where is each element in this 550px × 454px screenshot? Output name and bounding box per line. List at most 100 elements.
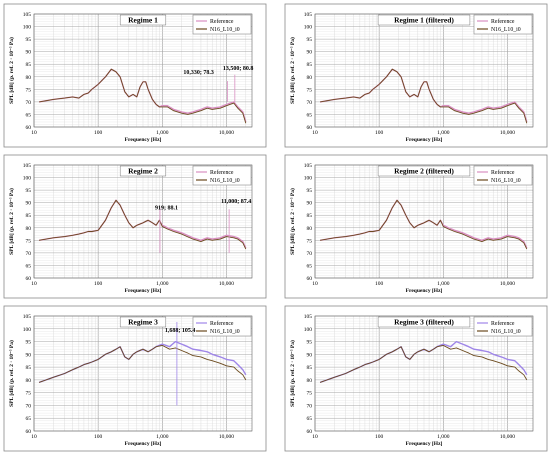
legend-box	[473, 165, 533, 186]
chart-title: Regime 2	[128, 167, 158, 176]
grid	[33, 315, 252, 432]
legend: Reference N16_L10_i0	[473, 14, 533, 35]
y-tick-label: 95	[307, 340, 313, 346]
legend-label: Reference	[491, 18, 515, 25]
x-tick-label: 100	[94, 434, 103, 440]
y-tick-label: 60	[307, 125, 313, 131]
series-line-n16-l10-i0	[39, 68, 247, 124]
series-line-n16-l10-i0	[39, 199, 247, 250]
grid	[33, 13, 252, 128]
y-tick-label: 70	[26, 251, 32, 257]
legend-box	[473, 316, 533, 337]
y-tick-label: 60	[307, 429, 313, 435]
chart-title-box	[119, 316, 167, 328]
x-axis-label: Frequency [Hz]	[125, 137, 162, 143]
y-tick-label: 100	[304, 327, 313, 333]
y-tick-label: 65	[26, 416, 32, 422]
chart-title: Regime 1 (filtered)	[394, 16, 454, 25]
series-line-n16-l10-i0	[38, 344, 247, 383]
y-tick-label: 80	[307, 226, 313, 232]
y-tick-label: 100	[23, 25, 32, 31]
plot-frame	[33, 315, 253, 432]
legend-label: Reference	[210, 320, 234, 327]
legend-label: N16_L10_i0	[491, 329, 521, 335]
x-tick-label: 1,000	[437, 130, 450, 136]
legend-label: Reference	[491, 320, 515, 327]
x-tick-label: 10,000	[500, 281, 515, 287]
y-tick-label: 85	[307, 213, 313, 219]
y-tick-label: 65	[307, 416, 313, 422]
y-tick-label: 95	[307, 37, 313, 43]
chart-title-box	[119, 14, 167, 26]
y-tick-label: 105	[304, 163, 313, 169]
x-tick-label: 1,000	[437, 281, 450, 287]
x-axis-label: Frequency [Hz]	[406, 441, 443, 447]
legend-label: Reference	[210, 18, 234, 25]
x-tick-label: 100	[94, 130, 103, 136]
chart-panel-6: 60 65 70 75 80 85 90 95 100 105 10 100 1,000 10,000 Fr…	[284, 305, 548, 452]
x-tick-label: 100	[375, 434, 384, 440]
chart-title-box	[377, 165, 471, 177]
series-line-n16-l10-i0	[320, 68, 528, 124]
chart-title: Regime 3 (filtered)	[394, 318, 454, 327]
y-tick-label: 105	[23, 314, 32, 320]
y-tick-label: 75	[26, 391, 32, 397]
y-tick-label: 90	[26, 352, 32, 358]
x-axis-label: Frequency [Hz]	[406, 288, 443, 294]
legend-box	[192, 165, 252, 186]
y-tick-label: 75	[307, 391, 313, 397]
legend-label: Reference	[210, 169, 234, 176]
y-axis-label: SPL [dB] (p. ref. 2 · 10⁻⁵ Pa)	[8, 188, 15, 255]
chart-title: Regime 1	[128, 16, 158, 25]
y-tick-label: 95	[26, 188, 32, 194]
chart-panel-4: 60 65 70 75 80 85 90 95 100 105 10 100 1,000 10,000 Fr…	[284, 154, 548, 299]
y-tick-label: 65	[307, 263, 313, 269]
y-tick-label: 65	[26, 263, 32, 269]
plot-frame	[314, 164, 534, 279]
peak-annotation: 13,500; 80.8	[223, 66, 254, 72]
legend: Reference N16_L10_i0	[192, 316, 252, 337]
x-tick-label: 10	[31, 434, 37, 440]
peak-annotation: 919; 88.1	[155, 205, 178, 211]
chart-panel-5: 60 65 70 75 80 85 90 95 100 105 10 100 1,000 10,000 Fr…	[3, 305, 267, 452]
plot-frame	[33, 13, 253, 128]
x-tick-label: 1,000	[437, 434, 450, 440]
y-tick-label: 80	[26, 226, 32, 232]
y-tick-label: 90	[26, 201, 32, 207]
y-axis-label: SPL [dB] (p. ref. 2 · 10⁻⁵ Pa)	[289, 188, 296, 255]
series-line-n16-l10-i0	[320, 199, 528, 250]
legend-box	[192, 14, 252, 35]
x-axis-label: Frequency [Hz]	[125, 288, 162, 294]
y-tick-label: 85	[307, 365, 313, 371]
chart-title-box	[119, 165, 167, 177]
x-tick-label: 10,000	[500, 434, 515, 440]
y-axis-label: SPL [dB] (p. ref. 2 · 10⁻⁵ Pa)	[289, 37, 296, 104]
x-tick-label: 1,000	[156, 281, 169, 287]
x-tick-label: 10	[312, 281, 318, 287]
legend-box	[192, 316, 252, 337]
y-tick-label: 100	[304, 25, 313, 31]
x-axis-label: Frequency [Hz]	[406, 137, 443, 143]
chart-panel-1: 60 65 70 75 80 85 90 95 100 105 10 100 1,000 10,000 Fr…	[3, 3, 267, 148]
y-tick-label: 60	[26, 276, 32, 282]
y-tick-label: 105	[304, 314, 313, 320]
y-tick-label: 95	[26, 340, 32, 346]
plot-frame	[314, 13, 534, 128]
x-tick-label: 10	[31, 281, 37, 287]
x-tick-label: 10	[312, 434, 318, 440]
y-tick-label: 105	[23, 163, 32, 169]
legend-label: N16_L10_i0	[210, 178, 240, 184]
y-tick-label: 80	[26, 378, 32, 384]
legend-label: N16_L10_i0	[491, 178, 521, 184]
chart-panel-2: 60 65 70 75 80 85 90 95 100 105 10 100 1,000 10,000 Fr…	[284, 3, 548, 148]
y-axis-label: SPL [dB] (p. ref. 2 · 10⁻⁵ Pa)	[8, 340, 15, 407]
legend-box	[473, 14, 533, 35]
y-tick-label: 90	[307, 201, 313, 207]
x-tick-label: 100	[375, 130, 384, 136]
x-tick-label: 1,000	[156, 130, 169, 136]
y-tick-label: 105	[23, 12, 32, 18]
chart-title-box	[377, 316, 471, 328]
legend: Reference N16_L10_i0	[473, 316, 533, 337]
legend-label: N16_L10_i0	[210, 27, 240, 33]
y-tick-label: 80	[307, 378, 313, 384]
